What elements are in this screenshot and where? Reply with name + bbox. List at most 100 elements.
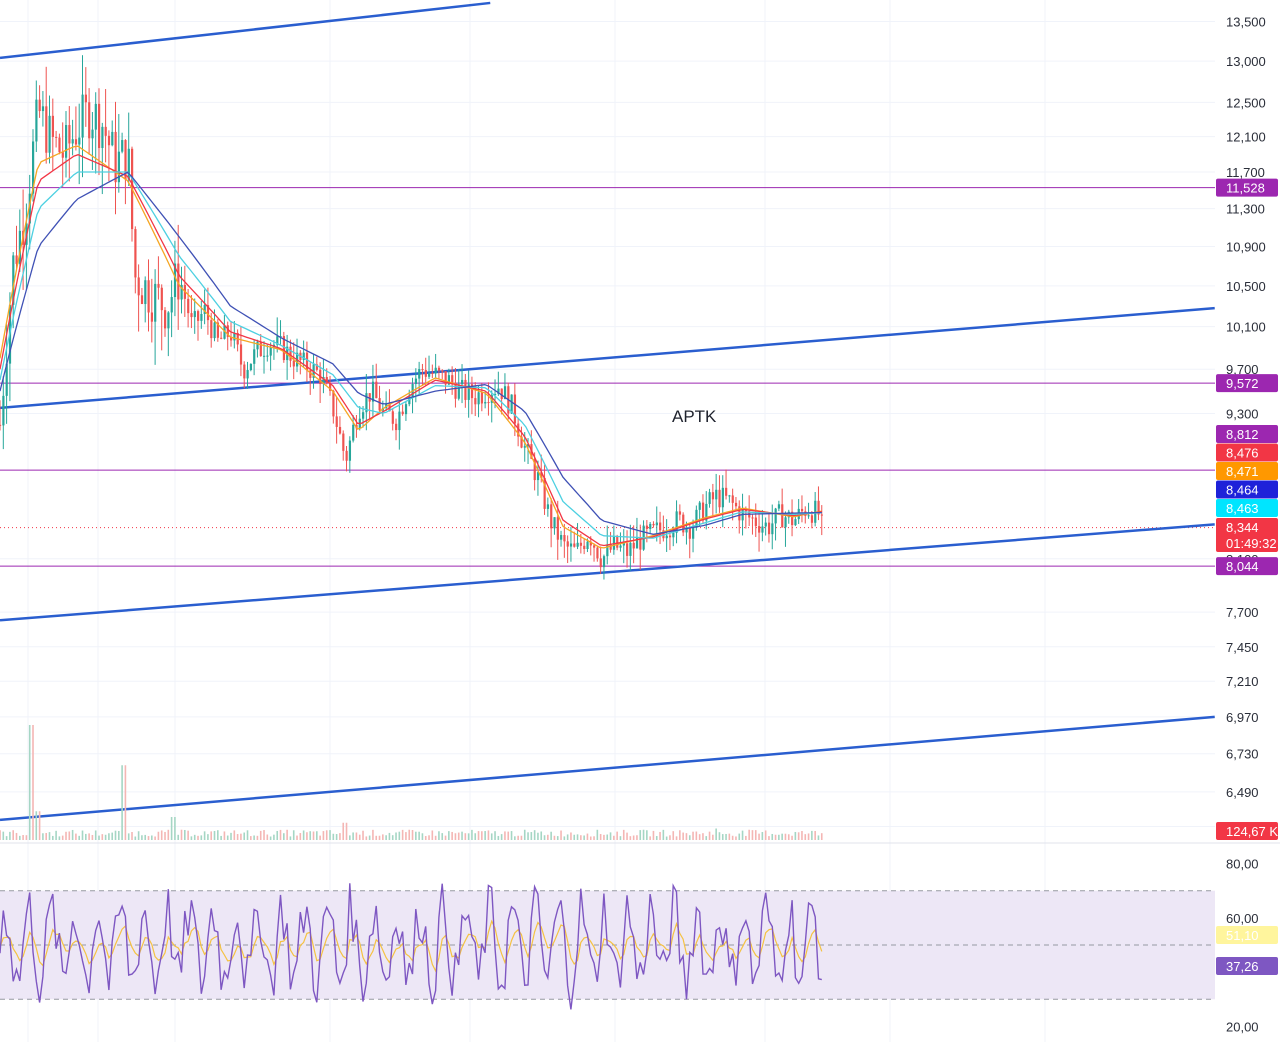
candle-body	[685, 527, 688, 533]
volume-bar	[424, 836, 427, 840]
candle-body	[467, 384, 470, 400]
candle-body	[428, 373, 431, 377]
volume-bar	[764, 830, 767, 840]
volume-bar	[543, 835, 546, 840]
candle-body	[794, 519, 797, 526]
volume-bar	[98, 835, 100, 840]
price-badge-text: 8,464	[1226, 483, 1259, 498]
trend-line[interactable]	[0, 306, 1215, 410]
candle-body	[675, 511, 678, 533]
volume-bar	[160, 830, 163, 840]
volume-bar	[134, 836, 137, 840]
candle-body	[421, 369, 424, 371]
candle-body	[612, 536, 616, 550]
volume-bar	[230, 832, 232, 840]
trend-lines[interactable]	[0, 1, 1215, 822]
trend-line[interactable]	[0, 715, 1215, 822]
rsi-badge-text: 51,10	[1226, 928, 1259, 943]
candle-body	[193, 311, 196, 318]
candle-body	[206, 305, 210, 321]
candle-body	[375, 381, 378, 399]
rsi-indicator	[0, 883, 823, 1010]
candle-body	[266, 355, 269, 357]
volume-bar	[259, 830, 262, 840]
volume-bar	[527, 832, 529, 840]
volume-bar	[19, 835, 21, 840]
candle-body	[335, 416, 338, 427]
candle-body	[302, 352, 305, 360]
volume-bar	[797, 832, 800, 840]
volume-bar	[190, 836, 193, 840]
volume-bar	[332, 833, 335, 840]
candle-body	[576, 542, 579, 547]
candle-body	[226, 325, 229, 337]
volume-bar	[200, 835, 203, 840]
volume-bar	[325, 830, 328, 840]
candle-body	[94, 103, 97, 130]
volume-bar	[167, 829, 170, 840]
volume-bar	[114, 830, 117, 840]
candle-body	[652, 523, 655, 526]
volume-bar	[761, 832, 764, 840]
trend-line[interactable]	[0, 523, 1215, 622]
candle-body	[78, 137, 81, 145]
candle-body	[655, 522, 658, 526]
volume-bar	[448, 831, 450, 840]
candle-body	[15, 255, 18, 264]
volume-bar	[735, 836, 737, 840]
rsi-axis[interactable]: 80,00 60,00 20,00	[1226, 857, 1259, 1035]
volume-bar	[434, 835, 437, 840]
trend-line[interactable]	[0, 1, 491, 60]
volume-bar	[401, 829, 404, 840]
volume-bar	[487, 830, 490, 840]
volume-bar	[137, 831, 140, 840]
volume-bar	[144, 834, 147, 840]
volume-bar	[309, 831, 312, 840]
candle-body	[510, 394, 513, 414]
volume-bar	[791, 835, 793, 840]
candle-body	[170, 297, 173, 313]
candle-body	[550, 504, 553, 529]
candle-body	[263, 355, 266, 357]
candle-body	[12, 255, 15, 305]
candle-body	[523, 446, 526, 448]
volume-bar	[609, 832, 612, 840]
candle-body	[596, 547, 599, 559]
volume-bar	[520, 835, 523, 840]
candle-body	[38, 99, 41, 112]
volume-bar	[0, 830, 1, 840]
candle-body	[602, 556, 606, 568]
candle-body	[200, 313, 203, 321]
volume-bar	[256, 835, 259, 840]
volume-bar	[537, 832, 539, 840]
candle-body	[767, 522, 771, 535]
volume-bar	[68, 831, 71, 840]
volume-bar	[58, 836, 61, 840]
volume-bar	[603, 834, 605, 840]
candle-body	[216, 322, 220, 338]
volume-bar	[692, 831, 694, 840]
price-axis[interactable]: 13,500 13,000 12,500 12,100 11,700 11,300 10,9…	[1226, 14, 1266, 834]
volume-bar	[269, 836, 272, 840]
volume-bar	[596, 829, 599, 840]
candle-body	[213, 322, 216, 339]
candle-body	[662, 530, 665, 539]
volume-bar	[408, 829, 411, 840]
volume-bar	[273, 834, 275, 840]
volume-bar	[504, 831, 506, 840]
volume-bar	[147, 836, 150, 840]
volume-bar	[180, 829, 183, 840]
price-badge-bg	[1216, 557, 1278, 576]
volume-bar	[263, 830, 265, 840]
volume-bar	[203, 831, 206, 840]
price-tick-label: 7,210	[1226, 674, 1259, 689]
volume-bar	[553, 835, 556, 840]
price-badge-bg	[1216, 374, 1278, 393]
candle-body	[167, 312, 170, 329]
volume-bar	[477, 831, 480, 840]
candle-body	[543, 477, 546, 509]
candle-body	[540, 472, 543, 478]
volume-bar	[718, 832, 721, 840]
candle-body	[0, 424, 2, 426]
